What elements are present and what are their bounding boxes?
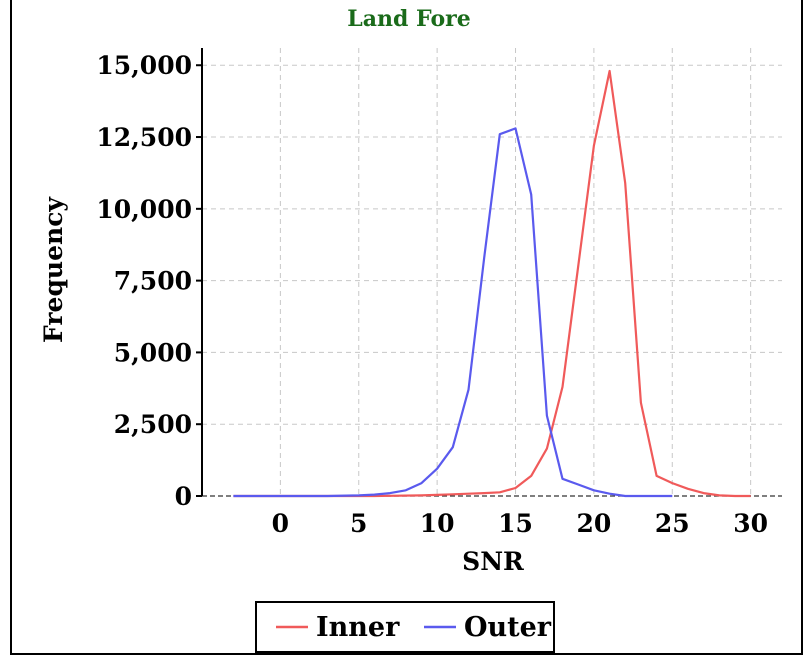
legend: Inner Outer [255, 601, 555, 653]
x-tick-label: 10 [420, 509, 455, 538]
chart-frame: Land Fore 0 5 10 15 20 25 30 0 2,500 5,000 7,500 10… [10, 0, 803, 655]
tick-labels: 0 5 10 15 20 25 30 0 2,500 5,000 7,500 10,000 12,500… [96, 51, 768, 538]
y-tick-label: 2,500 [114, 410, 192, 439]
y-tick-label: 0 [175, 482, 192, 511]
y-tick-label: 15,000 [96, 51, 192, 80]
chart-title: Land Fore [347, 6, 470, 32]
x-tick-label: 20 [576, 509, 611, 538]
x-tick-label: 15 [498, 509, 533, 538]
y-axis-title: Frequency [39, 196, 68, 343]
grid [202, 48, 782, 496]
legend-label-outer: Outer [464, 612, 552, 643]
x-tick-label: 25 [655, 509, 690, 538]
x-tick-label: 0 [272, 509, 289, 538]
x-tick-label: 5 [350, 509, 367, 538]
series-line-inner [233, 69, 751, 498]
axes [196, 48, 782, 497]
line-chart: Land Fore 0 5 10 15 20 25 30 0 2,500 5,000 7,500 10… [39, 6, 782, 653]
y-tick-label: 10,000 [96, 195, 192, 224]
y-tick-label: 5,000 [114, 338, 192, 367]
series-lines [233, 69, 751, 498]
x-axis-title: SNR [462, 547, 524, 576]
legend-label-inner: Inner [316, 612, 400, 643]
series-line-outer [233, 127, 673, 498]
x-tick-label: 30 [733, 509, 768, 538]
y-tick-label: 12,500 [96, 123, 192, 152]
y-tick-label: 7,500 [114, 267, 192, 296]
